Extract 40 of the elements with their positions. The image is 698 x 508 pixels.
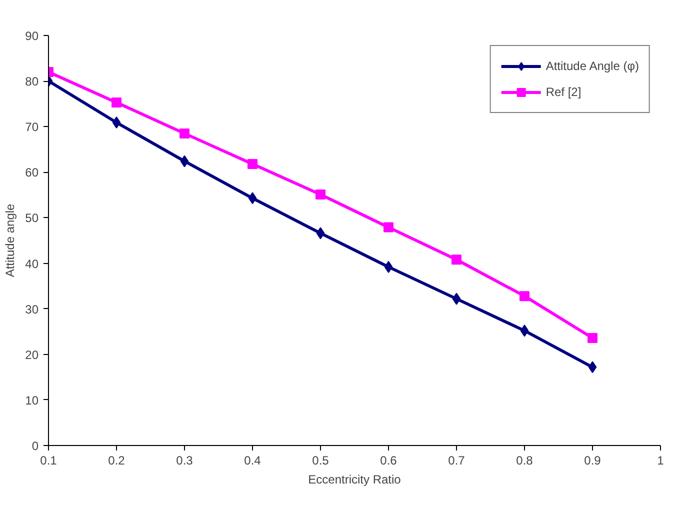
point	[452, 254, 462, 265]
x-tick-label: 0.5	[312, 454, 330, 468]
y-tick-label: 90	[25, 29, 39, 43]
point	[384, 260, 393, 273]
point	[384, 222, 394, 232]
legend-label: Attitude Angle (φ)	[546, 59, 639, 73]
point	[316, 227, 325, 240]
point	[520, 324, 529, 337]
point	[588, 361, 597, 374]
x-tick-label: 0.2	[108, 454, 126, 468]
x-axis-title: Eccentricity Ratio	[308, 472, 402, 486]
x-tick-label: 0.1	[40, 454, 58, 468]
point	[180, 128, 190, 138]
x-tick-label: 0.3	[176, 454, 194, 468]
point	[520, 291, 530, 302]
x-tick-label: 0.7	[448, 454, 466, 468]
y-tick-label: 40	[25, 256, 39, 271]
y-tick-label: 80	[25, 74, 39, 89]
point	[452, 292, 461, 305]
x-tick-label: 0.8	[516, 454, 534, 468]
y-tick-label: 50	[25, 211, 39, 226]
point	[180, 155, 189, 168]
point	[248, 158, 258, 169]
y-tick-label: 20	[25, 348, 39, 362]
point	[112, 97, 122, 108]
x-tick-label: 1	[657, 454, 664, 468]
y-tick-label: 30	[25, 302, 39, 316]
point	[316, 189, 326, 200]
point	[588, 332, 598, 343]
y-axis-title: Attitude angle	[3, 203, 18, 278]
y-tick-label: 10	[25, 393, 39, 408]
y-tick-label: 60	[25, 166, 39, 180]
y-tick-label: 70	[25, 120, 39, 134]
x-tick-label: 0.9	[584, 454, 602, 468]
x-tick-label: 0.4	[244, 454, 262, 468]
point	[112, 116, 121, 129]
point	[248, 192, 257, 204]
y-tick-label: 0	[32, 439, 39, 453]
legend-label: Ref [2]	[546, 85, 582, 99]
x-tick-label: 0.6	[380, 454, 398, 468]
